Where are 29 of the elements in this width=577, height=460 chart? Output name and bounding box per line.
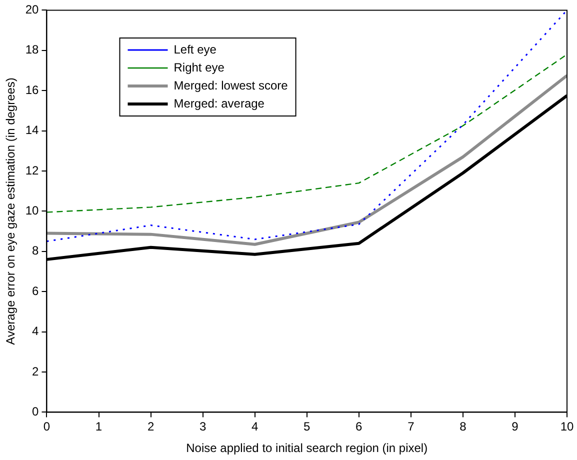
y-tick-label: 8 bbox=[32, 244, 40, 258]
y-tick-label: 2 bbox=[32, 364, 40, 378]
legend-label: Right eye bbox=[174, 60, 225, 74]
y-tick-label: 14 bbox=[25, 123, 40, 138]
x-tick-label: 0 bbox=[43, 420, 50, 434]
y-tick-label: 10 bbox=[25, 204, 40, 218]
y-tick-label: 18 bbox=[25, 42, 40, 57]
legend-label: Merged: lowest score bbox=[174, 78, 288, 92]
x-tick-label: 2 bbox=[147, 420, 154, 434]
x-tick-label: 10 bbox=[560, 420, 574, 434]
x-tick-label: 6 bbox=[356, 420, 363, 434]
y-tick-label: 6 bbox=[32, 284, 40, 298]
y-axis-title: Average error on eye gaze estimation (in degrees) bbox=[4, 78, 18, 345]
y-tick-label: 4 bbox=[32, 324, 40, 338]
y-tick-label: 12 bbox=[25, 163, 40, 178]
y-tick-label: 16 bbox=[25, 82, 40, 97]
legend-label: Merged: average bbox=[174, 96, 265, 110]
legend-label: Left eye bbox=[174, 42, 217, 56]
x-tick-label: 4 bbox=[252, 420, 259, 434]
x-tick-label: 7 bbox=[408, 420, 415, 434]
x-tick-label: 9 bbox=[512, 420, 519, 434]
x-axis-title: Noise applied to initial search region (in pixel) bbox=[186, 441, 428, 456]
x-tick-label: 8 bbox=[460, 420, 467, 434]
x-tick-label: 3 bbox=[199, 420, 206, 434]
x-tick-label: 1 bbox=[95, 420, 102, 434]
line-series bbox=[46, 10, 567, 242]
y-tick-label: 0 bbox=[32, 404, 40, 419]
x-tick-label: 5 bbox=[304, 420, 311, 434]
y-tick-label: 20 bbox=[25, 2, 40, 17]
